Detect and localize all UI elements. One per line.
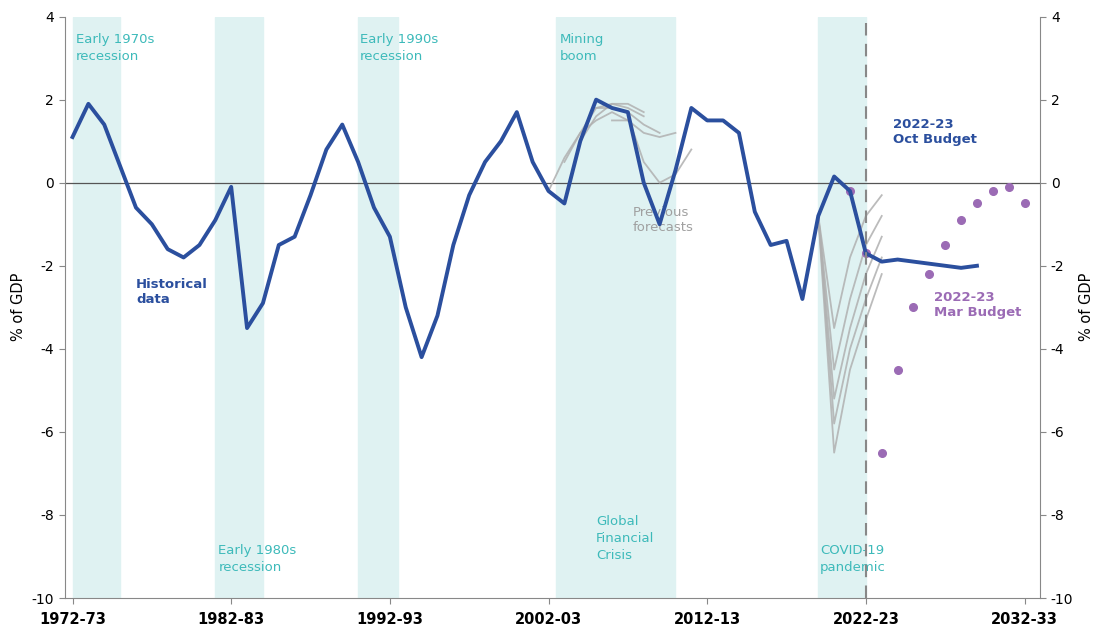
Bar (73, 17, 120, 598)
Text: Early 1970s
recession: Early 1970s recession (75, 33, 154, 63)
Text: 2022-23
Mar Budget: 2022-23 Mar Budget (934, 291, 1021, 319)
Text: Early 1980s
recession: Early 1980s recession (219, 544, 297, 574)
Text: 2022-23
Oct Budget: 2022-23 Oct Budget (893, 119, 977, 146)
Y-axis label: % of GDP: % of GDP (11, 273, 27, 341)
Bar (215, 17, 263, 598)
Text: Global
Financial
Crisis: Global Financial Crisis (596, 515, 654, 562)
Text: COVID-19
pandemic: COVID-19 pandemic (820, 544, 886, 574)
Text: Early 1990s
recession: Early 1990s recession (360, 33, 438, 63)
Bar (628, 17, 675, 598)
Text: Historical
data: Historical data (136, 278, 208, 306)
Text: Mining
boom: Mining boom (559, 33, 604, 63)
Bar (557, 17, 644, 598)
Bar (358, 17, 398, 598)
Bar (819, 17, 866, 598)
Text: Previous
forecasts: Previous forecasts (633, 205, 694, 234)
Y-axis label: % of GDP: % of GDP (1078, 273, 1094, 341)
